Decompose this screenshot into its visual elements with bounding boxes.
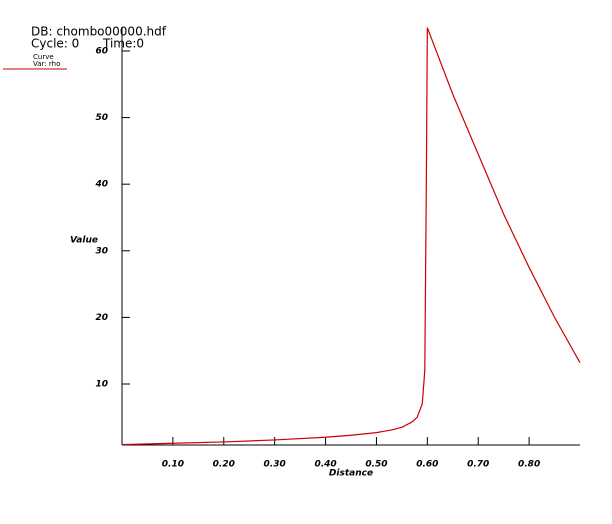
y-tick-label: 50 [95, 113, 108, 123]
legend-var: Var: rho [33, 60, 60, 68]
x-axis-label: Distance [329, 469, 373, 479]
x-tick-label: 0.30 [264, 460, 286, 470]
y-tick-label: 10 [95, 379, 108, 389]
time-label: Time:0 [102, 37, 144, 51]
x-tick-label: 0.20 [213, 460, 235, 470]
x-tick-label: 0.10 [162, 460, 184, 470]
x-tick-label: 0.60 [416, 460, 438, 470]
db-label: DB: chombo00000.hdf [31, 25, 167, 39]
cycle-label: Cycle: 0 [31, 37, 79, 51]
x-tick-label: 0.40 [314, 460, 336, 470]
y-tick-label: 60 [95, 46, 108, 56]
y-tick-label: 20 [95, 313, 108, 323]
x-tick-label: 0.80 [518, 460, 540, 470]
x-tick-label: 0.50 [365, 460, 387, 470]
x-tick-label: 0.70 [467, 460, 489, 470]
legend-label: Curve [33, 53, 54, 61]
curve [121, 27, 581, 446]
y-tick-label: 30 [95, 246, 108, 256]
y-axis-label: Value [70, 236, 98, 246]
y-tick-label: 40 [94, 180, 108, 190]
